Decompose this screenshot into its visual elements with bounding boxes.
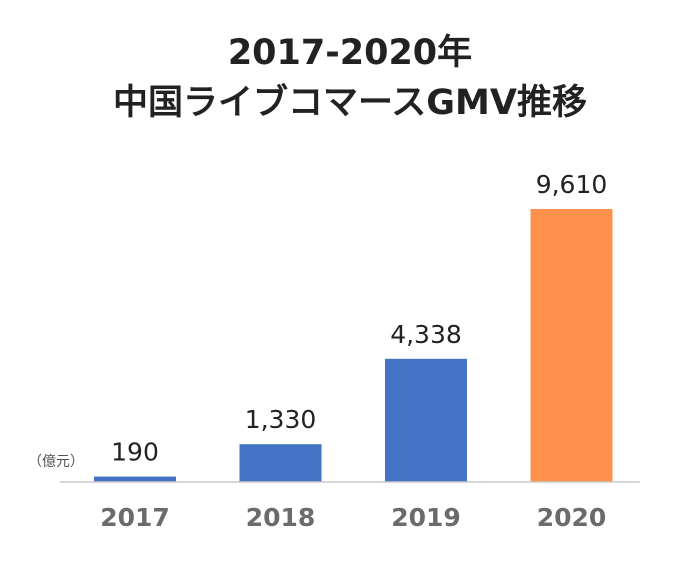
chart-title-line-1: 2017-2020年 [227,33,473,73]
bars-group [94,209,613,482]
bar-2019 [385,358,467,482]
x-tick-label-2017: 2017 [100,503,170,532]
value-label-2017: 190 [111,438,159,467]
x-tick-label-2018: 2018 [246,503,316,532]
bar-2018 [239,444,322,482]
chart-title: 2017-2020年 中国ライブコマースGMV推移 [0,28,700,128]
tick-labels-group: 2017 2018 2019 2020 [100,503,606,532]
x-tick-label-2019: 2019 [391,503,461,532]
value-label-2020: 9,610 [536,170,608,199]
bar-2017 [94,476,176,482]
value-label-2019: 4,338 [390,320,462,349]
bar-2020 [530,209,613,482]
value-labels-group: 190 1,330 4,338 9,610 [111,170,607,467]
unit-label: （億元） [28,454,84,470]
value-label-2018: 1,330 [245,405,317,434]
chart-title-line-2: 中国ライブコマースGMV推移 [113,83,587,123]
x-tick-label-2020: 2020 [537,503,607,532]
